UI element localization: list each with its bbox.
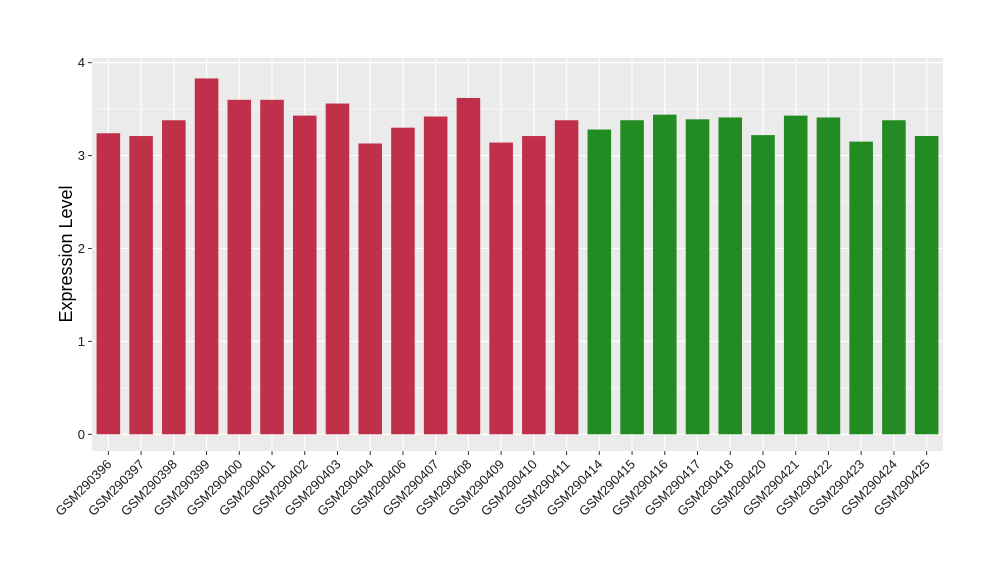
bar-GSM290421 (783, 115, 808, 435)
y-tick-label: 0 (78, 427, 85, 442)
bar-GSM290399 (194, 78, 219, 435)
bar-GSM290409 (489, 142, 513, 435)
bar-GSM290398 (162, 120, 186, 435)
bar-GSM290408 (456, 97, 481, 435)
bar-GSM290424 (882, 120, 906, 435)
bar-GSM290420 (751, 135, 775, 435)
y-axis-title: Expression Level (56, 185, 76, 322)
bar-GSM290406 (391, 127, 415, 435)
y-tick-label: 2 (78, 241, 85, 256)
x-axis: GSM290396GSM290397GSM290398GSM290399GSM2… (52, 451, 933, 519)
bar-GSM290396 (96, 133, 121, 435)
bar-GSM290414 (587, 129, 612, 435)
bar-GSM290407 (423, 116, 448, 435)
y-axis: 0 1 2 3 4 (78, 55, 92, 442)
bars (96, 78, 939, 435)
bar-GSM290402 (292, 115, 317, 435)
bar-GSM290422 (816, 117, 841, 435)
bar-GSM290403 (325, 103, 350, 435)
bar-GSM290401 (260, 99, 284, 435)
bar-GSM290400 (227, 99, 252, 435)
bar-GSM290415 (620, 120, 644, 435)
bar-GSM290425 (914, 136, 939, 435)
y-tick-label: 4 (78, 55, 85, 70)
bar-GSM290410 (522, 136, 546, 435)
bar-GSM290423 (849, 141, 873, 435)
bar-GSM290416 (653, 114, 677, 435)
bar-GSM290418 (718, 117, 743, 435)
plot-panel (92, 58, 943, 451)
bar-GSM290404 (358, 143, 382, 435)
y-tick-label: 3 (78, 148, 85, 163)
y-tick-label: 1 (78, 334, 85, 349)
bar-GSM290397 (129, 136, 153, 435)
bar-GSM290417 (685, 119, 710, 435)
bar-GSM290411 (554, 120, 579, 435)
